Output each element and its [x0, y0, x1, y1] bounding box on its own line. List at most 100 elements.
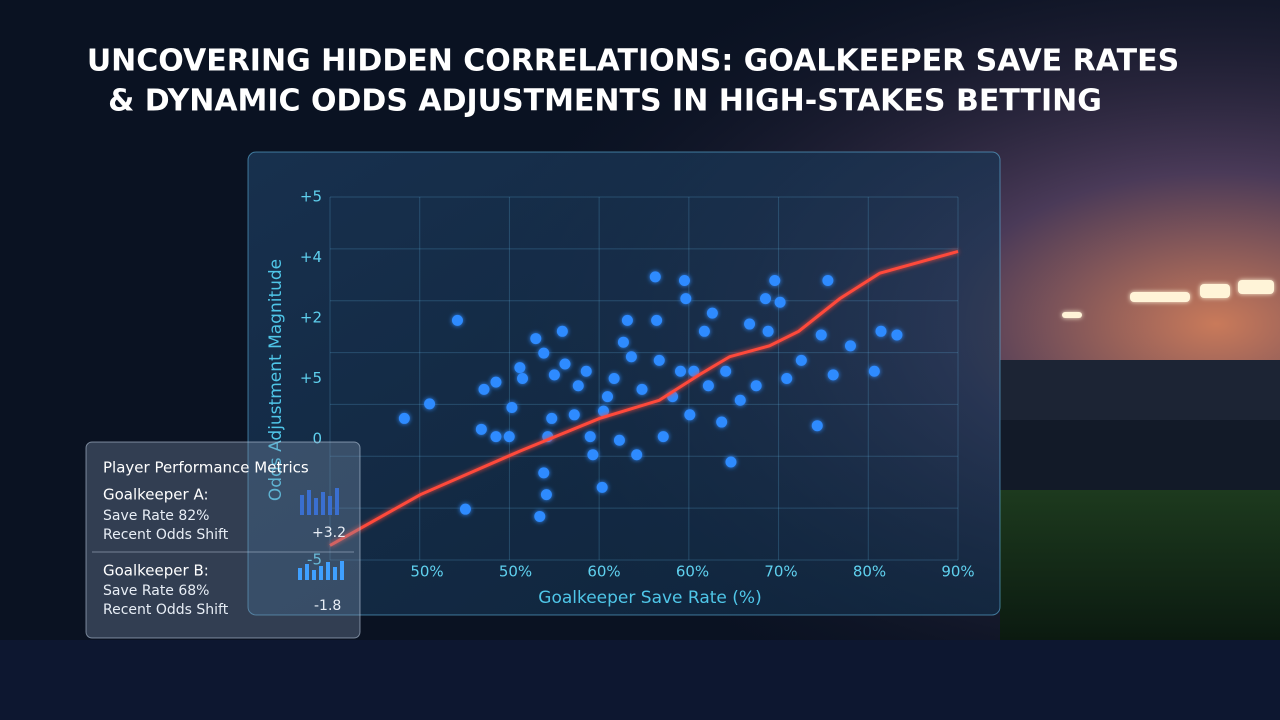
data-point: [621, 314, 633, 326]
data-point: [891, 329, 903, 341]
mini-bar: [328, 496, 332, 515]
panel-title: Player Performance Metrics: [103, 459, 309, 477]
y-tick-label: -5: [307, 551, 322, 569]
data-point: [781, 373, 793, 384]
floodlight: [1130, 292, 1190, 302]
data-point: [475, 423, 487, 435]
y-tick-label: +2: [300, 309, 322, 327]
data-point: [759, 293, 771, 305]
player-name: Goalkeeper A:: [103, 486, 209, 504]
data-point: [572, 380, 584, 392]
mini-bar: [307, 490, 311, 515]
data-point: [720, 365, 732, 377]
stands-lower: [1000, 420, 1280, 490]
shift-label: Recent Odds Shift: [103, 602, 229, 618]
data-point: [587, 449, 599, 461]
data-point: [538, 467, 550, 479]
data-point: [556, 325, 568, 337]
mini-bar: [326, 562, 330, 580]
data-point: [811, 420, 823, 432]
metrics-panel: Player Performance Metrics Goalkeeper A:…: [85, 441, 361, 639]
data-point: [506, 402, 518, 414]
data-point: [478, 383, 490, 395]
mini-bar: [321, 492, 325, 515]
mini-bar: [319, 566, 323, 580]
y-tick-label: +4: [300, 248, 322, 266]
mini-bar: [298, 568, 302, 580]
data-point: [678, 274, 690, 286]
data-point: [548, 369, 560, 381]
pitch: [1000, 490, 1280, 640]
data-point: [649, 271, 661, 283]
data-point: [657, 431, 669, 443]
data-point: [451, 314, 463, 326]
shift-value: -1.8: [314, 598, 341, 614]
data-point: [844, 340, 856, 352]
data-point: [636, 383, 648, 395]
stands: [1000, 360, 1280, 420]
x-tick-label: 60%: [676, 563, 709, 581]
data-point: [795, 354, 807, 366]
data-point: [684, 409, 696, 421]
mini-bar: [312, 570, 316, 580]
data-point: [706, 307, 718, 319]
data-point: [631, 449, 643, 461]
data-point: [596, 481, 608, 493]
mini-bar: [340, 561, 344, 580]
floodlight: [1238, 280, 1274, 294]
data-point: [580, 365, 592, 377]
data-point: [822, 274, 834, 286]
data-point: [653, 354, 665, 366]
x-tick-label: 50%: [499, 563, 532, 581]
x-tick-label: 50%: [410, 563, 443, 581]
data-point: [734, 394, 746, 406]
mini-bar: [335, 488, 339, 515]
shift-value: +3.2: [312, 525, 346, 541]
data-point: [598, 405, 610, 417]
data-point: [546, 412, 558, 424]
data-point: [725, 456, 737, 468]
data-point: [744, 318, 756, 330]
data-point: [459, 503, 471, 515]
data-point: [613, 434, 625, 446]
floodlights: [1062, 280, 1274, 318]
mini-bar: [314, 498, 318, 515]
data-point: [490, 431, 502, 443]
y-tick-label: +5: [300, 369, 322, 387]
data-point: [625, 351, 637, 363]
data-point: [540, 489, 552, 501]
chart-panel: [247, 151, 1001, 616]
data-point: [875, 325, 887, 337]
data-point: [651, 314, 663, 326]
data-point: [584, 431, 596, 443]
data-point: [774, 296, 786, 308]
data-point: [601, 391, 613, 403]
y-tick-label: +5: [300, 188, 322, 206]
data-point: [617, 336, 629, 348]
subtitle: & DYNAMIC ODDS ADJUSTMENTS IN HIGH-STAKE…: [108, 84, 1102, 119]
x-tick-label: 90%: [941, 563, 974, 581]
save-rate: Save Rate 68%: [103, 583, 209, 599]
data-point: [868, 365, 880, 377]
data-point: [559, 358, 571, 370]
floodlight: [1062, 312, 1082, 318]
data-point: [490, 376, 502, 388]
data-point: [762, 325, 774, 337]
player-name: Goalkeeper B:: [103, 562, 209, 580]
x-tick-label: 70%: [764, 563, 797, 581]
data-point: [680, 293, 692, 305]
data-point: [608, 373, 620, 384]
data-point: [568, 409, 580, 421]
data-point: [675, 365, 687, 377]
data-point: [398, 412, 410, 424]
data-point: [750, 380, 762, 392]
x-tick-label: 80%: [853, 563, 886, 581]
data-point: [517, 373, 529, 384]
trend-line: [329, 250, 959, 547]
data-point: [503, 431, 515, 443]
title: UNCOVERING HIDDEN CORRELATIONS: GOALKEEP…: [87, 44, 1179, 79]
x-tick-label: 60%: [587, 563, 620, 581]
save-rate: Save Rate 82%: [103, 508, 209, 524]
data-point: [530, 333, 542, 345]
